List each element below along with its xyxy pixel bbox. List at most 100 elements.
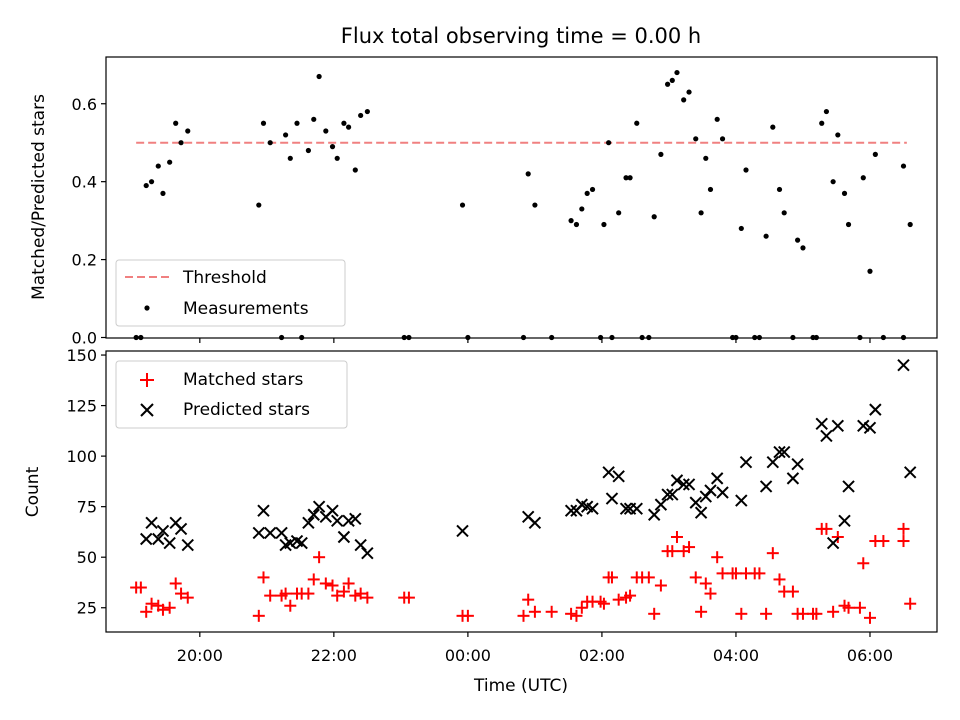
predicted-star-point bbox=[897, 358, 910, 372]
matched-star-point bbox=[461, 609, 474, 622]
matched-star-point bbox=[773, 573, 786, 586]
measurement-point bbox=[311, 116, 317, 122]
measurement-point bbox=[674, 69, 680, 76]
top-y-ticks: 0.0 0.2 0.4 0.6 bbox=[72, 95, 106, 348]
top-legend-box bbox=[115, 259, 346, 327]
bottom-x-tick-label: 06:00 bbox=[847, 646, 893, 665]
measurement-point bbox=[178, 140, 184, 146]
matched-star-point bbox=[597, 597, 610, 610]
predicted-star-point bbox=[777, 445, 791, 459]
measurement-point bbox=[651, 214, 657, 220]
top-y-tick-label: 0.6 bbox=[72, 95, 97, 114]
matched-star-point bbox=[575, 601, 588, 614]
measurement-point bbox=[900, 163, 907, 169]
measurement-point bbox=[707, 186, 714, 193]
predicted-star-point bbox=[361, 546, 374, 560]
measurement-point bbox=[278, 334, 285, 341]
measurement-point bbox=[738, 225, 744, 232]
measurement-point bbox=[160, 190, 166, 196]
measurement-point bbox=[845, 221, 852, 228]
measurement-point bbox=[800, 245, 806, 251]
measurement-point bbox=[830, 179, 836, 185]
matched-star-point bbox=[863, 611, 876, 624]
matched-star-point bbox=[545, 605, 558, 618]
measurement-point bbox=[329, 144, 336, 150]
measurement-point bbox=[406, 334, 412, 341]
matched-star-point bbox=[565, 607, 578, 620]
matched-star-point bbox=[796, 607, 809, 620]
matched-star-point bbox=[904, 597, 917, 610]
predicted-star-point bbox=[654, 498, 668, 511]
matched-star-point bbox=[528, 605, 541, 618]
predicted-star-point bbox=[670, 474, 684, 487]
predicted-star-point bbox=[602, 466, 615, 479]
predicted-star-point bbox=[275, 526, 288, 540]
bottom-y-tick-label: 150 bbox=[66, 346, 97, 365]
legend-measurements-swatch bbox=[144, 305, 150, 311]
bottom-x-axis-label: Time (UTC) bbox=[473, 676, 568, 696]
legend-predicted-swatch bbox=[140, 403, 154, 417]
predicted-star-point bbox=[661, 488, 674, 501]
predicted-star-point bbox=[312, 500, 326, 513]
predicted-star-point bbox=[735, 494, 748, 507]
measurement-point bbox=[185, 128, 191, 134]
measurement-point bbox=[579, 206, 585, 212]
measurement-point bbox=[316, 73, 322, 80]
matched-star-point bbox=[342, 577, 355, 590]
measurement-point bbox=[627, 175, 633, 181]
matched-star-point bbox=[337, 585, 350, 598]
matched-star-point bbox=[354, 587, 367, 600]
matched-star-point bbox=[624, 589, 637, 602]
matched-star-point bbox=[897, 535, 910, 548]
predicted-star-point bbox=[773, 445, 786, 459]
predicted-star-point bbox=[564, 504, 578, 517]
measurement-point bbox=[703, 155, 709, 161]
matched-star-point bbox=[169, 577, 182, 590]
bottom-x-tick-label: 02:00 bbox=[579, 646, 625, 665]
predicted-star-point bbox=[903, 466, 917, 479]
measurement-point bbox=[597, 334, 604, 341]
predicted-star-point bbox=[647, 508, 661, 521]
predicted-star-point bbox=[826, 536, 840, 550]
predicted-star-point bbox=[586, 502, 599, 515]
predicted-stars-points bbox=[140, 358, 917, 560]
predicted-star-point bbox=[630, 502, 643, 515]
matched-star-point bbox=[319, 577, 332, 590]
matched-star-point bbox=[605, 571, 618, 584]
predicted-star-point bbox=[694, 506, 708, 519]
matched-star-point bbox=[683, 541, 696, 554]
measurement-point bbox=[299, 334, 305, 341]
measurement-point bbox=[341, 120, 347, 126]
measurement-point bbox=[790, 334, 796, 341]
matched-star-point bbox=[570, 609, 583, 622]
predicted-star-point bbox=[739, 455, 753, 469]
matched-star-point bbox=[842, 601, 855, 614]
top-y-tick-label: 0.2 bbox=[72, 251, 97, 270]
measurement-point bbox=[835, 132, 841, 138]
matched-star-point bbox=[877, 535, 890, 548]
matched-star-point bbox=[145, 597, 158, 610]
measurement-point bbox=[345, 124, 352, 130]
predicted-star-point bbox=[716, 486, 729, 499]
predicted-star-point bbox=[349, 512, 362, 525]
matched-star-point bbox=[766, 547, 779, 560]
measurement-point bbox=[459, 202, 466, 208]
measurement-point bbox=[549, 334, 555, 341]
measurement-point bbox=[714, 116, 720, 122]
predicted-star-point bbox=[456, 524, 469, 538]
legend-matched-swatch bbox=[140, 373, 154, 387]
predicted-star-point bbox=[257, 504, 270, 517]
measurement-point bbox=[795, 237, 801, 243]
matched-star-point bbox=[279, 587, 292, 600]
measurement-point bbox=[686, 89, 692, 95]
measurement-point bbox=[609, 334, 615, 341]
measurement-point bbox=[267, 140, 273, 146]
matched-star-point bbox=[517, 609, 530, 622]
predicted-star-point bbox=[605, 492, 619, 505]
measurement-point bbox=[867, 268, 873, 274]
measurement-point bbox=[287, 155, 293, 161]
matched-star-point bbox=[695, 605, 708, 618]
measurement-point bbox=[173, 120, 179, 126]
matched-star-point bbox=[897, 522, 910, 535]
predicted-star-point bbox=[619, 502, 633, 515]
